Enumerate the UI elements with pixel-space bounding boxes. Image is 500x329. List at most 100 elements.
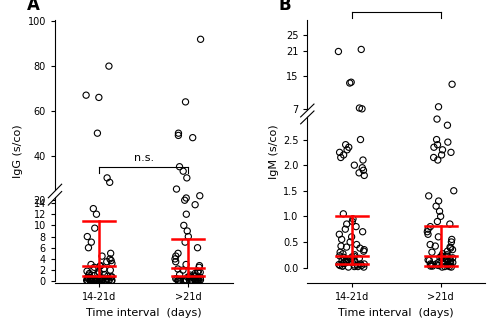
Point	[90, 277, 98, 282]
Point	[179, 267, 187, 273]
Point	[360, 168, 368, 173]
Point	[90, 265, 98, 270]
Point	[196, 263, 203, 268]
Point	[444, 263, 452, 268]
Point	[433, 116, 441, 122]
Point	[336, 250, 344, 255]
Point	[347, 80, 355, 85]
Point	[96, 276, 104, 281]
Point	[86, 278, 94, 283]
Point	[98, 278, 106, 284]
Point	[183, 228, 191, 234]
Point	[188, 278, 196, 283]
Point	[338, 264, 346, 269]
Point	[176, 272, 184, 277]
Point	[181, 278, 189, 283]
Point	[100, 272, 108, 277]
Point	[195, 265, 203, 270]
Point	[172, 259, 179, 264]
Point	[86, 278, 94, 283]
Point	[84, 245, 92, 250]
Point	[358, 165, 366, 170]
Point	[106, 267, 114, 273]
X-axis label: Time interval  (days): Time interval (days)	[86, 308, 202, 317]
Point	[432, 261, 440, 266]
Point	[350, 252, 358, 257]
Point	[342, 260, 350, 265]
Point	[356, 245, 364, 251]
Point	[428, 250, 436, 255]
Point	[348, 254, 356, 260]
Point	[192, 277, 200, 282]
Point	[350, 163, 358, 168]
Point	[186, 272, 194, 278]
Point	[104, 278, 112, 283]
Point	[186, 274, 194, 279]
Point	[346, 80, 354, 86]
Point	[191, 273, 199, 278]
Point	[174, 131, 182, 136]
Point	[354, 263, 362, 268]
Point	[108, 274, 116, 280]
Point	[174, 266, 182, 272]
Point	[356, 256, 364, 261]
Point	[446, 244, 454, 250]
Point	[430, 155, 438, 160]
Point	[87, 278, 95, 283]
Point	[436, 214, 444, 219]
Point	[342, 259, 350, 264]
Point	[182, 278, 190, 283]
Point	[448, 255, 456, 261]
Point	[106, 180, 114, 185]
Point	[442, 257, 450, 262]
Point	[359, 157, 367, 163]
Point	[108, 278, 116, 283]
Point	[338, 258, 346, 263]
Point	[98, 253, 106, 259]
Point	[96, 270, 104, 275]
Text: B: B	[279, 0, 291, 14]
Point	[94, 276, 102, 282]
Point	[182, 99, 190, 105]
Point	[336, 263, 344, 268]
Point	[438, 254, 446, 260]
Point	[192, 278, 200, 283]
Point	[190, 274, 198, 279]
Point	[348, 260, 356, 265]
Point	[424, 232, 432, 237]
Point	[182, 195, 190, 201]
Point	[352, 224, 360, 229]
Point	[194, 275, 202, 281]
Point	[108, 278, 116, 284]
Point	[340, 260, 347, 266]
Point	[356, 105, 364, 111]
Point	[103, 259, 111, 264]
Point	[92, 212, 100, 217]
Point	[182, 212, 190, 217]
Point	[444, 262, 452, 267]
Point	[174, 133, 182, 138]
Point	[179, 168, 187, 174]
Point	[340, 152, 347, 158]
Point	[448, 82, 456, 87]
Point	[346, 259, 354, 265]
Point	[192, 278, 200, 283]
Point	[183, 175, 191, 181]
Point	[90, 206, 98, 211]
Point	[448, 265, 456, 270]
Point	[195, 279, 203, 284]
Point	[176, 278, 184, 284]
Point	[339, 251, 347, 256]
Point	[84, 278, 92, 283]
Point	[106, 251, 114, 256]
Point	[186, 276, 194, 281]
Point	[91, 226, 99, 231]
Point	[358, 229, 366, 234]
Point	[194, 268, 202, 274]
Point	[443, 254, 451, 259]
Point	[432, 204, 440, 209]
Point	[337, 155, 345, 160]
Point	[182, 277, 190, 283]
Point	[434, 157, 442, 163]
Point	[174, 251, 182, 256]
